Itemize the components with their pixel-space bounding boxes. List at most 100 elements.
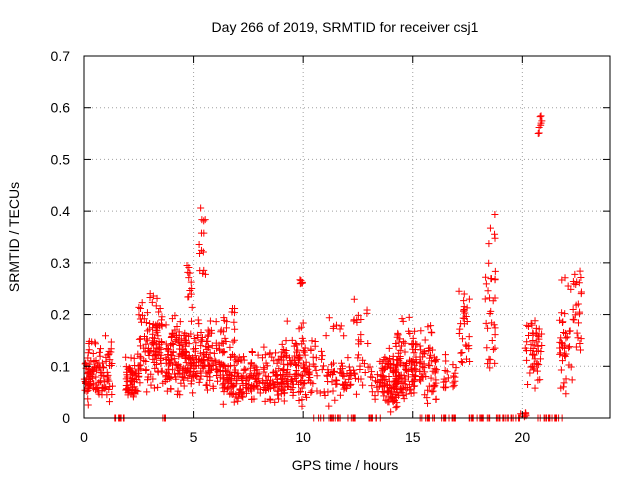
data-point [278, 340, 286, 348]
data-point [341, 384, 349, 392]
data-point [417, 358, 425, 366]
data-point [574, 334, 582, 342]
data-point [407, 364, 415, 372]
data-point [406, 386, 414, 394]
data-point [135, 362, 143, 370]
data-point [132, 386, 140, 394]
x-tick-label: 0 [80, 429, 88, 445]
data-point [122, 353, 130, 361]
data-point [179, 364, 187, 372]
data-point [368, 382, 376, 390]
data-point [140, 332, 148, 340]
data-point [234, 369, 242, 377]
data-point [165, 361, 173, 369]
data-point [529, 337, 537, 345]
data-point [135, 335, 143, 343]
data-point [294, 371, 302, 379]
data-point [172, 361, 180, 369]
data-point [126, 365, 134, 373]
data-point [177, 339, 185, 347]
data-point [275, 383, 283, 391]
data-point [84, 369, 92, 377]
data-point [455, 330, 463, 338]
data-point [389, 397, 397, 405]
data-point [198, 333, 206, 341]
data-point [302, 391, 310, 399]
data-point [389, 352, 397, 360]
data-point [561, 274, 569, 282]
data-point [398, 379, 406, 387]
data-point [187, 330, 195, 338]
data-point [229, 338, 237, 346]
data-point [418, 363, 426, 371]
data-point [231, 325, 239, 333]
data-point [298, 334, 306, 342]
data-point [157, 320, 165, 328]
data-point [321, 392, 329, 400]
data-point [287, 385, 295, 393]
data-point [188, 317, 196, 325]
data-point [221, 334, 229, 342]
data-point [105, 377, 113, 385]
data-point [398, 388, 406, 396]
data-point [491, 267, 499, 275]
data-point [295, 388, 303, 396]
data-point [230, 318, 238, 326]
data-point [460, 290, 468, 298]
data-point [345, 375, 353, 383]
data-point [393, 333, 401, 341]
data-point [350, 295, 358, 303]
data-point [190, 367, 198, 375]
data-point [301, 365, 309, 373]
data-point [350, 317, 358, 325]
data-point [87, 377, 95, 385]
data-point [451, 369, 459, 377]
data-point [571, 311, 579, 319]
data-point [571, 270, 579, 278]
data-point [465, 333, 473, 341]
data-point [176, 318, 184, 326]
data-point [128, 378, 136, 386]
data-point [204, 331, 212, 339]
data-point [95, 359, 103, 367]
data-point [168, 333, 176, 341]
data-point [254, 385, 262, 393]
data-point [301, 351, 309, 359]
data-point [356, 362, 364, 370]
data-point [198, 361, 206, 369]
data-point [167, 385, 175, 393]
data-point [345, 363, 353, 371]
data-point [486, 224, 494, 232]
data-point [207, 366, 215, 374]
data-point [164, 347, 172, 355]
data-point [441, 384, 449, 392]
data-point [145, 351, 153, 359]
data-point [318, 352, 326, 360]
data-point [82, 359, 90, 367]
data-point [411, 372, 419, 380]
data-point [484, 360, 492, 368]
data-point [534, 342, 542, 350]
data-point [442, 357, 450, 365]
data-point [373, 371, 381, 379]
data-point [220, 379, 228, 387]
data-point [230, 352, 238, 360]
data-point [239, 381, 247, 389]
plot-frame [83, 55, 611, 419]
data-point [296, 280, 304, 288]
data-point [152, 323, 160, 331]
data-point [378, 376, 386, 384]
data-point [392, 342, 400, 350]
y-tick-label: 0.7 [51, 48, 71, 64]
data-point [292, 348, 300, 356]
data-point [202, 381, 210, 389]
data-point [427, 351, 435, 359]
data-point [273, 359, 281, 367]
data-point [366, 363, 374, 371]
data-point [89, 349, 97, 357]
data-point [143, 327, 151, 335]
data-point [184, 374, 192, 382]
data-point [220, 347, 228, 355]
data-point [154, 368, 162, 376]
